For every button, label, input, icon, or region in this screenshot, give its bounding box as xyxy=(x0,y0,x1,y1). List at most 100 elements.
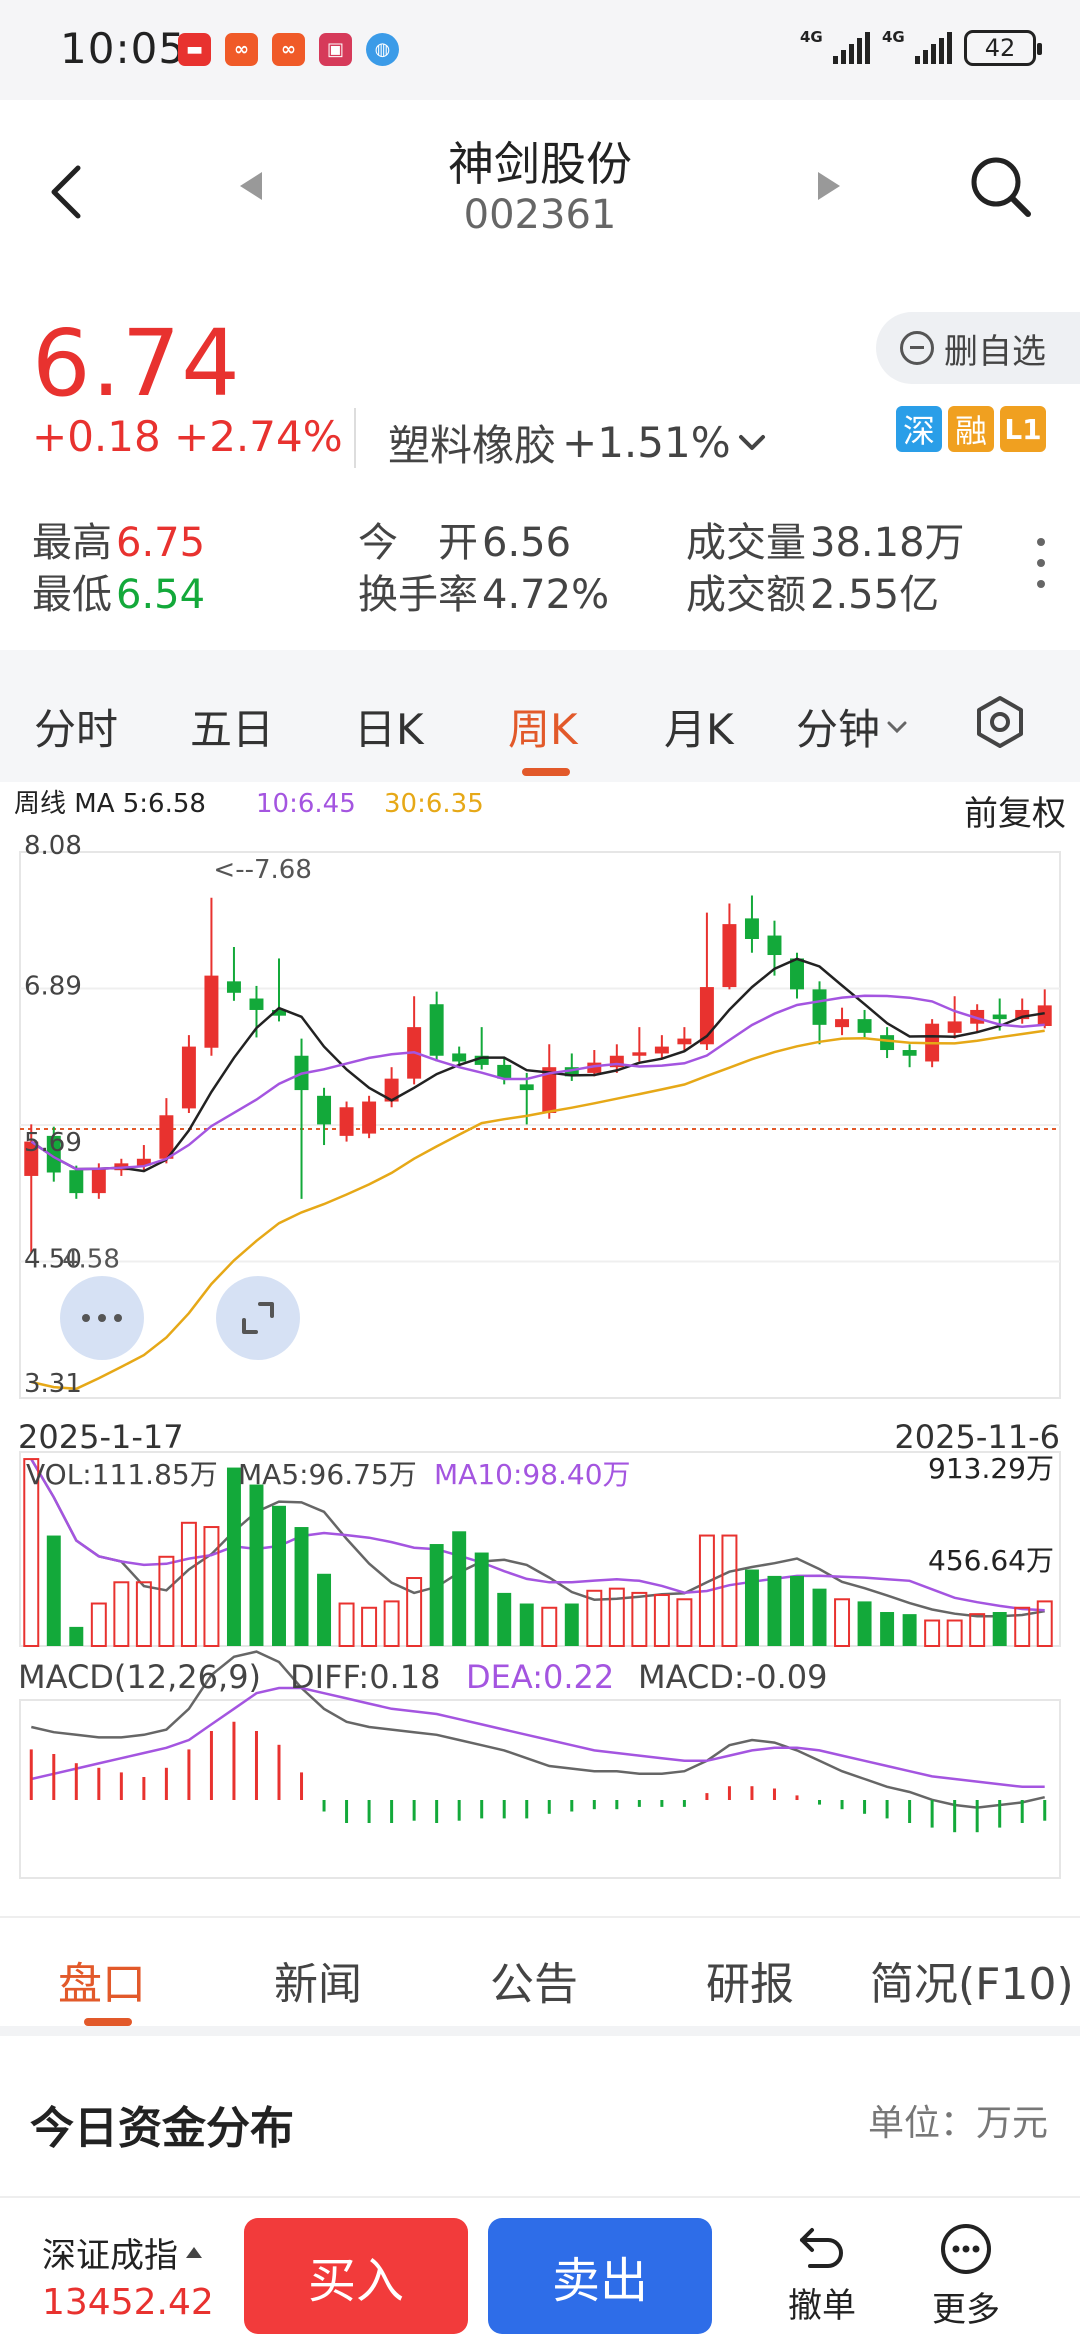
search-button[interactable] xyxy=(968,154,1034,220)
y-tick-label: 4.50 xyxy=(24,1245,82,1275)
candle-body xyxy=(699,987,714,1045)
volume-bar xyxy=(249,1484,264,1646)
ma10-line xyxy=(30,994,1045,1171)
stat-volume: 成交量 38.18万 xyxy=(686,520,965,566)
candle-body xyxy=(249,998,264,1010)
candle-body xyxy=(947,1021,962,1033)
market-badge: 深 xyxy=(896,406,942,452)
ma10-label: 10:6.45 xyxy=(256,789,356,819)
next-stock-button[interactable] xyxy=(818,172,840,200)
notification-icons: ▬ ∞ ∞ ▣ ◍ xyxy=(178,33,399,66)
tab-f10[interactable]: 简况(F10) xyxy=(870,1959,1074,2010)
volume-bar xyxy=(586,1589,603,1648)
candle-body xyxy=(790,958,804,990)
tab-research[interactable]: 研报 xyxy=(706,1959,794,2010)
tab-daily-k[interactable]: 日K xyxy=(354,705,424,754)
cancel-order-button[interactable]: 撤单 xyxy=(762,2222,882,2327)
candle-body xyxy=(767,935,782,956)
candle-body xyxy=(46,1135,61,1173)
candle-body xyxy=(339,1107,354,1136)
candle-body xyxy=(474,1055,489,1065)
volume-bar xyxy=(226,1467,241,1646)
divider-band xyxy=(0,2026,1080,2036)
more-button[interactable]: 更多 xyxy=(906,2222,1026,2331)
tab-news[interactable]: 新闻 xyxy=(274,1959,362,2010)
status-bar: 10:05 ▬ ∞ ∞ ▣ ◍ 4G 4G 42 xyxy=(0,0,1080,100)
volume-bar xyxy=(429,1544,444,1646)
volume-bar xyxy=(946,1619,963,1648)
kline-chart[interactable]: 周线 MA 5:6.58 10:6.45 30:6.35 8.08 6.89 5.69 4.… xyxy=(0,782,1080,1882)
volume-bar xyxy=(23,1458,40,1647)
current-price: 6.74 xyxy=(32,310,241,417)
buy-button[interactable]: 买入 xyxy=(244,2218,468,2334)
candle-body xyxy=(880,1035,895,1051)
sell-button[interactable]: 卖出 xyxy=(488,2218,712,2334)
chart-settings-button[interactable] xyxy=(972,694,1028,750)
y-tick-label: 6.89 xyxy=(24,972,82,1002)
sector-dropdown[interactable]: 塑料橡胶 +1.51% xyxy=(388,412,767,473)
prev-stock-button[interactable] xyxy=(240,172,262,200)
tab-intraday[interactable]: 分时 xyxy=(34,705,119,754)
vol-ma5-label: MA5:96.75万 xyxy=(238,1458,417,1491)
candle-body xyxy=(1015,1009,1030,1020)
candle-body xyxy=(542,1067,557,1113)
candle-body xyxy=(722,924,737,988)
triangle-up-icon xyxy=(186,2247,202,2258)
stat-high: 最高 6.75 xyxy=(32,520,206,566)
back-button[interactable] xyxy=(48,152,98,232)
tab-monthly-k[interactable]: 月K xyxy=(664,705,734,754)
settings-hexagon-icon xyxy=(977,696,1023,748)
triangle-left-icon xyxy=(240,172,262,200)
low-annotation: 4.58 xyxy=(62,1245,120,1275)
ma30-label: 30:6.35 xyxy=(384,789,484,819)
y-tick-label: 5.69 xyxy=(24,1128,82,1158)
candle-body xyxy=(677,1038,692,1045)
volume-bar xyxy=(180,1521,197,1647)
quote-panel: 6.74 +0.18 +2.74% 塑料橡胶 +1.51% 删自选 深 融 L1… xyxy=(0,300,1080,650)
app-notification-icon: ∞ xyxy=(272,33,305,66)
candle-body xyxy=(452,1053,467,1062)
candle-body xyxy=(835,1019,850,1028)
volume-bar xyxy=(564,1603,579,1646)
x-end-label: 2025-11-6 xyxy=(894,1418,1060,1456)
adjust-mode-button[interactable]: 前复权 xyxy=(964,794,1066,834)
y-tick-label: 3.31 xyxy=(24,1369,82,1399)
volume-bar xyxy=(653,1594,670,1647)
volume-bar xyxy=(676,1598,693,1648)
active-tab-indicator xyxy=(522,768,570,776)
candle-body xyxy=(204,975,219,1048)
index-selector[interactable]: 深证成指 xyxy=(42,2228,202,2277)
stat-turnover: 换手率 4.72% xyxy=(358,572,610,618)
tab-five-day[interactable]: 五日 xyxy=(190,705,275,754)
back-arrow-icon xyxy=(51,165,81,219)
sector-change: +1.51% xyxy=(562,418,731,467)
volume-bar xyxy=(744,1569,759,1646)
vol-ma10-label: MA10:98.40万 xyxy=(434,1458,631,1491)
battery-level: 42 xyxy=(984,34,1016,62)
system-icons: 4G 4G 42 xyxy=(800,28,1042,68)
more-float-button[interactable] xyxy=(60,1276,144,1360)
stat-low: 最低 6.54 xyxy=(32,572,206,618)
tab-order-book[interactable]: 盘口 xyxy=(58,1959,146,2010)
price-change-pct: +2.74% xyxy=(174,412,343,461)
candle-body xyxy=(159,1115,174,1159)
tab-weekly-k[interactable]: 周K xyxy=(508,705,578,754)
app-notification-icon: ▬ xyxy=(178,33,211,66)
volume-bar xyxy=(69,1626,84,1646)
chart-grid xyxy=(19,851,1061,1879)
more-stats-button[interactable] xyxy=(1034,538,1048,588)
volume-bar xyxy=(90,1602,107,1648)
fullscreen-button[interactable] xyxy=(216,1276,300,1360)
remove-watchlist-button[interactable]: 删自选 xyxy=(876,312,1080,384)
minus-circle-icon xyxy=(900,331,934,365)
candle-body xyxy=(272,1009,286,1016)
tab-announcements[interactable]: 公告 xyxy=(490,1959,578,2010)
vol-tick-label: 456.64万 xyxy=(928,1544,1054,1577)
stat-amount: 成交额 2.55亿 xyxy=(686,572,940,618)
volume-bar xyxy=(383,1600,400,1647)
volume-bar xyxy=(880,1612,895,1646)
tab-minute[interactable]: 分钟 xyxy=(796,696,908,757)
more-dots-icon xyxy=(82,1314,122,1322)
high-annotation: <--7.68 xyxy=(213,855,311,885)
chevron-down-icon xyxy=(738,434,765,450)
